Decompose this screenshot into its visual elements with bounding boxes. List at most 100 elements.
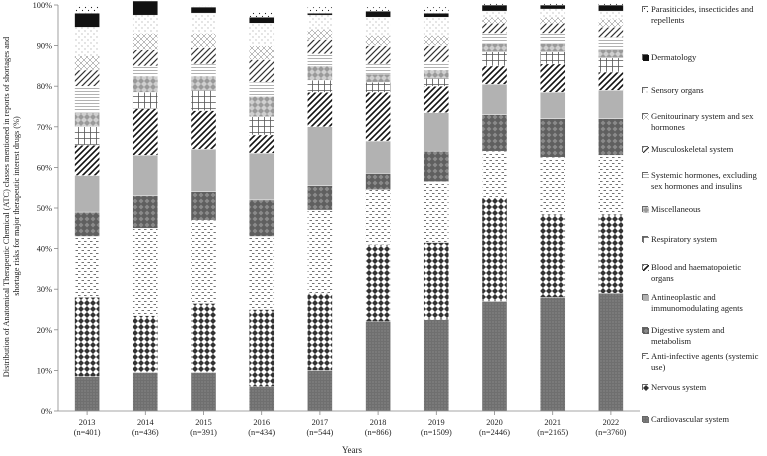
bar-segment bbox=[423, 35, 449, 46]
bar-segment bbox=[365, 321, 391, 412]
bar-segment bbox=[307, 293, 333, 371]
bar-segment bbox=[190, 148, 217, 192]
bar-segment bbox=[481, 301, 508, 412]
bar-segment bbox=[598, 90, 624, 119]
bar-segment bbox=[248, 96, 275, 117]
bar-segment bbox=[423, 150, 449, 182]
bar-segment bbox=[190, 75, 217, 91]
bar-segment bbox=[540, 4, 566, 10]
bar-segment bbox=[365, 92, 391, 142]
bar-segment bbox=[190, 191, 217, 221]
bar-segment bbox=[248, 152, 275, 201]
bar-segment bbox=[132, 65, 159, 77]
bar-segment bbox=[423, 319, 449, 412]
bar-segment bbox=[248, 59, 275, 83]
bar-group-2022 bbox=[598, 2, 624, 412]
bar-segment bbox=[190, 303, 217, 373]
bar-segment bbox=[540, 213, 566, 298]
legend-swatch bbox=[642, 6, 649, 13]
bar-segment bbox=[481, 33, 508, 44]
bar-segment bbox=[190, 90, 217, 111]
bar-segment bbox=[598, 293, 624, 412]
legend-label: Respiratory system bbox=[651, 234, 718, 244]
bar-segment bbox=[307, 185, 333, 211]
y-tick-label: 100% bbox=[33, 1, 52, 10]
bar-segment bbox=[540, 63, 566, 93]
bar-segment bbox=[598, 57, 624, 73]
x-tick-label: 2013 bbox=[79, 418, 96, 427]
bar-segment bbox=[540, 297, 566, 412]
legend-label: Musculoskeletal system bbox=[651, 144, 734, 154]
bar-segment bbox=[190, 47, 217, 65]
legend-label: Miscellaneous bbox=[651, 204, 701, 214]
bar-segment bbox=[132, 372, 159, 412]
legend-swatch bbox=[642, 416, 649, 423]
bar-segment bbox=[307, 29, 333, 40]
bar-segment bbox=[423, 77, 449, 87]
bar-segment bbox=[540, 23, 566, 34]
bar-segment bbox=[598, 27, 624, 38]
legend-swatch bbox=[642, 206, 649, 213]
bar-segment bbox=[190, 12, 217, 34]
bar-segment bbox=[132, 49, 159, 67]
y-tick-label: 50% bbox=[37, 204, 52, 213]
bar-segment bbox=[248, 23, 275, 46]
y-tick-label: 0% bbox=[41, 407, 52, 416]
bar-segment bbox=[540, 43, 566, 52]
bar-segment bbox=[132, 155, 159, 197]
legend-swatch bbox=[642, 172, 649, 179]
bar-segment bbox=[307, 92, 333, 127]
chart-legend: Parasiticides, insecticides and repellen… bbox=[642, 0, 767, 456]
x-tick-count-label: (n=1509) bbox=[421, 428, 452, 437]
bar-segment bbox=[598, 19, 624, 28]
y-tick-label: 90% bbox=[37, 42, 52, 51]
bar-segment bbox=[540, 2, 566, 6]
bar-segment bbox=[540, 16, 566, 24]
bar-segment bbox=[74, 4, 100, 14]
bar-segment bbox=[598, 71, 624, 91]
bar-segment bbox=[481, 150, 508, 199]
bar-segment bbox=[365, 10, 391, 18]
bar-segment bbox=[423, 61, 449, 71]
bar-segment bbox=[74, 85, 100, 113]
bar-segment bbox=[540, 51, 566, 65]
bar-segment bbox=[481, 4, 508, 12]
bar-segment bbox=[307, 14, 333, 30]
bar-segment bbox=[248, 134, 275, 154]
bar-group-2014 bbox=[132, 0, 159, 412]
bar-segment bbox=[365, 81, 391, 93]
bar-segment bbox=[248, 116, 275, 136]
legend-swatch bbox=[642, 113, 649, 120]
legend-label: Antineoplastic and immunomodulating agen… bbox=[651, 292, 743, 313]
bar-segment bbox=[190, 219, 217, 304]
y-tick-label: 10% bbox=[37, 366, 52, 375]
x-tick-label: 2018 bbox=[370, 418, 387, 427]
y-axis-label: Distribution of Anatomical Therapeutic C… bbox=[2, 35, 21, 377]
bar-segment bbox=[132, 33, 159, 50]
bar-segment bbox=[307, 6, 333, 14]
bar-segment bbox=[365, 6, 391, 12]
bar-segment bbox=[132, 92, 159, 109]
legend-label: Digestive system and metabolism bbox=[651, 325, 725, 346]
legend-label: Sensory organs bbox=[651, 85, 704, 95]
bar-segment bbox=[307, 65, 333, 81]
bar-segment bbox=[365, 35, 391, 46]
bar-segment bbox=[307, 79, 333, 93]
x-tick-count-label: (n=401) bbox=[74, 428, 101, 437]
bar-segment bbox=[132, 315, 159, 373]
bar-segment bbox=[307, 126, 333, 186]
x-tick-count-label: (n=3760) bbox=[595, 428, 626, 437]
bar-segment bbox=[74, 376, 100, 412]
bar-segment bbox=[74, 236, 100, 298]
bar-segment bbox=[598, 2, 624, 6]
bar-segment bbox=[423, 12, 449, 18]
y-tick-label: 20% bbox=[37, 326, 52, 335]
bar-segment bbox=[132, 14, 159, 34]
bar-segment bbox=[423, 6, 449, 14]
bar-segment bbox=[481, 43, 508, 52]
bar-segment bbox=[598, 155, 624, 215]
bar-segment bbox=[132, 108, 159, 156]
bar-segment bbox=[307, 39, 333, 54]
bar-group-2017 bbox=[307, 6, 333, 412]
